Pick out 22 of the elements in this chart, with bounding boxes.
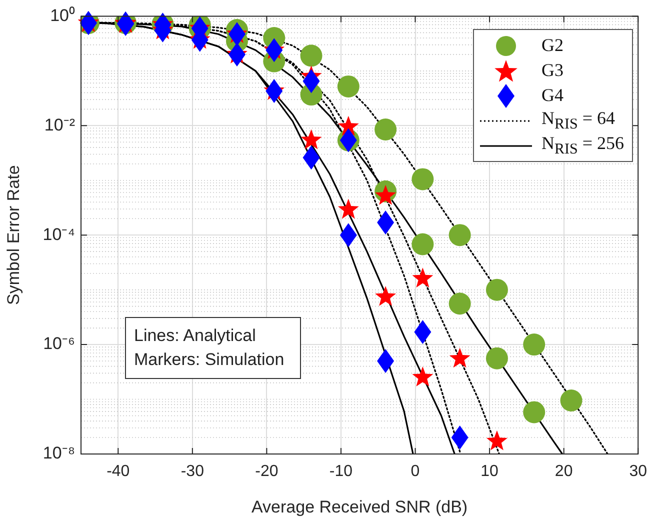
legend-label: G3	[542, 60, 564, 81]
y-axis-title: Symbol Error Rate	[4, 165, 23, 306]
x-tick-label: 30	[629, 463, 648, 480]
x-tick-label: -30	[180, 463, 204, 480]
x-tick-label: -20	[255, 463, 278, 480]
annotation: Lines: Analytical	[134, 325, 257, 347]
x-tick-label: 10	[480, 463, 499, 480]
legend-label: N$_{RIS}$ = 64	[542, 108, 615, 134]
y-tick-label: 10⁻⁴	[42, 224, 75, 244]
x-tick-label: -10	[329, 463, 353, 480]
y-tick-label: 10⁻⁸	[42, 444, 75, 463]
legend-label: N$_{RIS}$ = 256	[542, 132, 624, 158]
legend-label: G2	[542, 35, 564, 56]
x-axis-title: Average Received SNR (dB)	[252, 497, 468, 516]
x-tick-label: -40	[106, 463, 130, 480]
y-tick-label: 10⁻²	[44, 115, 76, 134]
y-tick-label: 10⁰	[50, 6, 75, 25]
legend-label: G4	[542, 85, 564, 106]
annotation: Markers: Simulation	[134, 349, 284, 371]
y-tick-label: 10⁻⁶	[43, 334, 75, 354]
x-tick-label: 0	[410, 463, 420, 480]
x-tick-label: 20	[554, 463, 573, 480]
